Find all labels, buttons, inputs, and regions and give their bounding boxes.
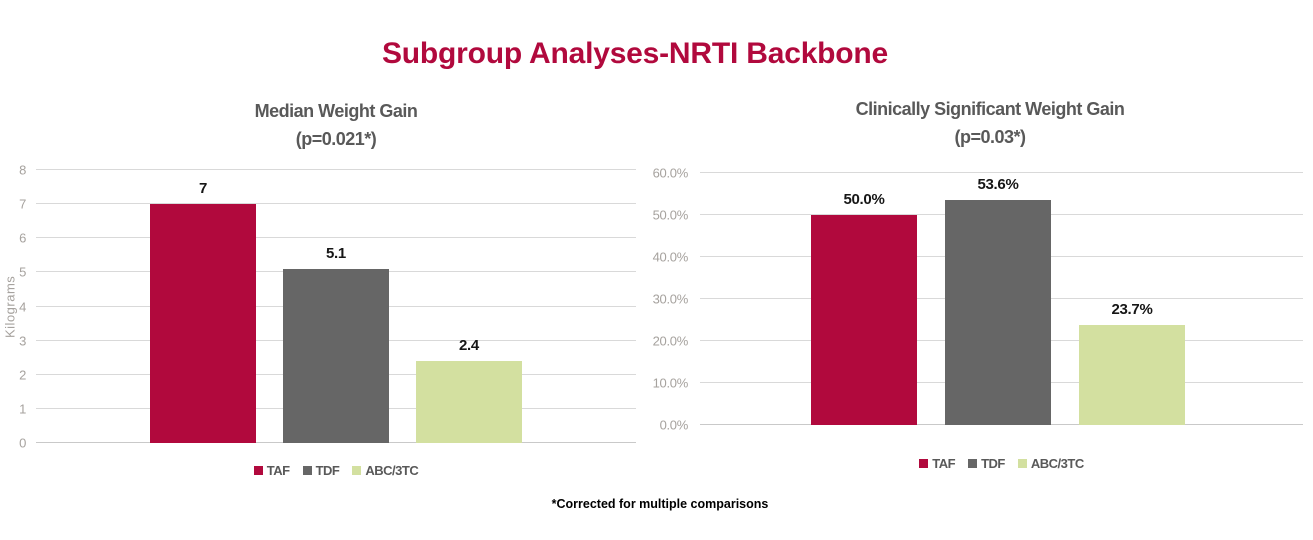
plot-area: 50.0% 53.6% 23.7% [700, 172, 1303, 425]
y-tick-label: 60.0% [652, 165, 689, 181]
footnote: *Corrected for multiple comparisons [551, 497, 769, 511]
bar-value-label: 2.4 [459, 337, 479, 355]
legend: TAF TDF ABC/3TC [36, 462, 636, 478]
bar-value-label: 7 [198, 180, 208, 198]
bar-value-label: 53.6% [977, 175, 1019, 193]
chart-title-pvalue: (p=0.03*) [954, 127, 1026, 147]
y-tick-label: 20.0% [652, 333, 689, 349]
legend-swatch-icon [919, 458, 929, 468]
gridline [700, 172, 1303, 173]
legend-item-abc-3tc: ABC/3TC [352, 462, 419, 478]
legend-item-tdf: TDF [968, 456, 1005, 471]
y-tick-label: 30.0% [652, 291, 689, 307]
y-tick-label: 10.0% [652, 375, 689, 391]
legend-label: TAF [932, 455, 956, 471]
y-tick-label: 50.0% [652, 207, 689, 223]
legend-label: ABC/3TC [365, 462, 419, 478]
bar-value-label: 23.7% [1111, 301, 1153, 319]
legend-label: TDF [315, 462, 340, 478]
bar-value-label: 50.0% [843, 191, 885, 208]
y-tick-label: 0 [19, 435, 26, 451]
legend-swatch-icon [968, 458, 978, 468]
legend-item-abc-3tc: ABC/3TC [1017, 455, 1084, 471]
y-tick-label: 0.0% [659, 417, 689, 433]
chart-title: Clinically Significant Weight Gain (p=0.… [690, 95, 1290, 151]
y-tick-label: 4 [19, 299, 26, 314]
legend-label: ABC/3TC [1030, 455, 1084, 471]
legend-item-tdf: TDF [302, 462, 340, 478]
chart-title: Median Weight Gain (p=0.021*) [36, 97, 636, 153]
y-tick-label: 6 [19, 230, 26, 246]
chart-title-pvalue: (p=0.021*) [295, 129, 377, 149]
y-tick-label: 7 [19, 196, 26, 212]
plot-area: 7 5.1 2.4 [36, 169, 636, 443]
legend-item-taf: TAF [919, 455, 956, 471]
y-tick-label: 1 [19, 401, 26, 417]
chart-title-line1: Median Weight Gain [254, 101, 418, 121]
gridline [36, 237, 636, 239]
y-tick-label: 5 [19, 264, 26, 280]
bar-value-label: 5.1 [326, 244, 346, 262]
legend-label: TAF [266, 462, 290, 478]
legend-swatch-icon [1017, 458, 1027, 468]
legend-swatch-icon [352, 465, 362, 475]
bar-tdf [283, 268, 389, 443]
y-axis-ticks: 0 1 2 3 4 5 6 7 8 [0, 163, 26, 451]
legend: TAF TDF ABC/3TC [700, 455, 1303, 471]
legend-swatch-icon [302, 465, 312, 475]
y-tick-label: 2 [19, 367, 26, 383]
gridline [36, 203, 636, 205]
chart-title-line1: Clinically Significant Weight Gain [855, 99, 1125, 119]
y-axis-ticks: 0.0% 10.0% 20.0% 30.0% 40.0% 50.0% 60.0% [626, 166, 689, 433]
bar-taf [150, 204, 256, 443]
legend-swatch-icon [253, 465, 263, 475]
legend-item-taf: TAF [253, 462, 290, 478]
legend-label: TDF [981, 455, 1005, 471]
bar-abc-3tc [416, 361, 522, 443]
y-tick-label: 3 [19, 333, 26, 349]
page-title: Subgroup Analyses-NRTI Backbone [381, 37, 889, 71]
bar-taf [811, 215, 917, 425]
bar-abc-3tc [1079, 325, 1185, 425]
bar-tdf [945, 199, 1051, 425]
y-tick-label: 40.0% [652, 249, 689, 265]
y-tick-label: 8 [19, 162, 26, 178]
gridline [36, 169, 636, 170]
